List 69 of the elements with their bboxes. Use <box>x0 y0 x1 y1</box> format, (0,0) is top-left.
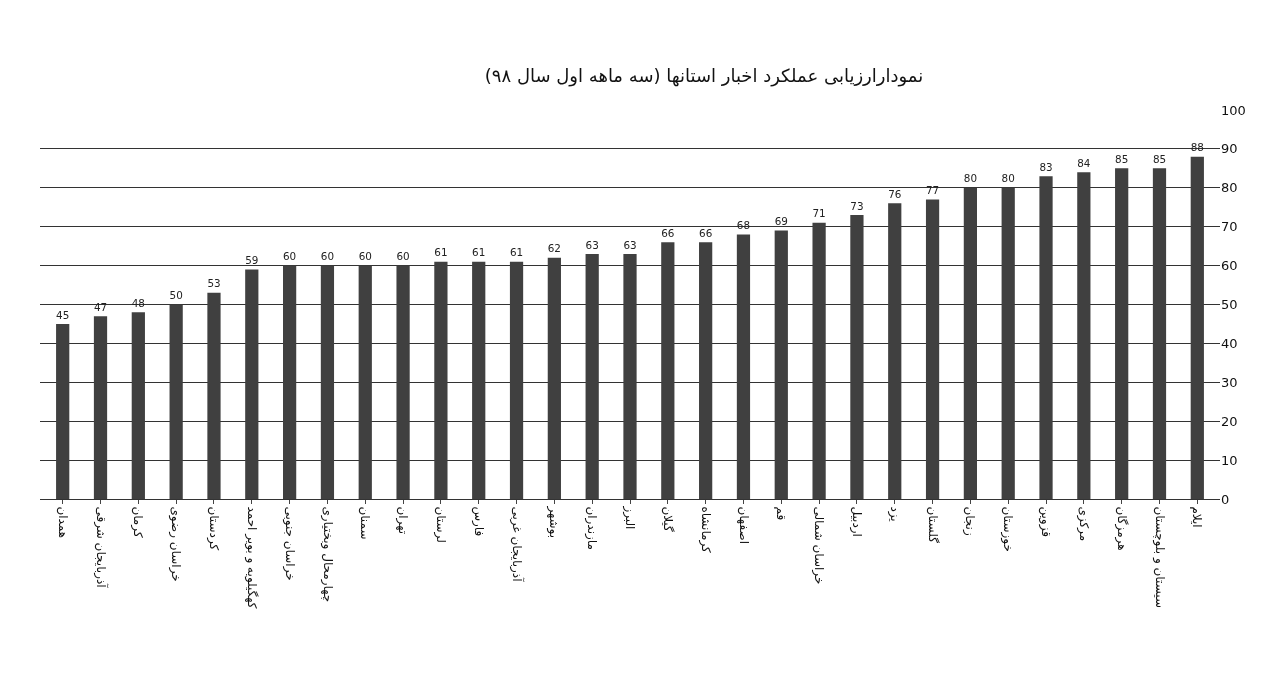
x-tick-label: زنجان <box>962 506 978 536</box>
x-tick-label: سیستان و بلوچستان <box>1151 506 1167 609</box>
data-label: 60 <box>358 250 372 263</box>
x-tick-label: کرمان <box>130 506 146 538</box>
data-label: 71 <box>812 207 826 220</box>
x-tick-label: سمنان <box>358 506 373 540</box>
x-tick-label: اردبیل <box>849 506 865 537</box>
y-tick-label: 100 <box>1221 102 1246 118</box>
x-tick-label: مازندران <box>584 506 600 550</box>
data-label: 76 <box>888 187 902 200</box>
x-tick-label: لرستان <box>433 506 448 543</box>
data-label: 60 <box>283 250 297 263</box>
data-label: 69 <box>774 215 788 228</box>
x-tick-label: کردستان <box>206 506 222 551</box>
data-label: 63 <box>585 238 599 251</box>
x-tick-label: البرز <box>622 505 638 530</box>
data-label: 62 <box>547 242 561 255</box>
y-tick-label: 40 <box>1221 335 1238 351</box>
x-tick-label: تهران <box>395 506 411 535</box>
data-label: 83 <box>1039 160 1053 173</box>
x-tick-label: قزوین <box>1038 506 1054 538</box>
y-tick-label: 10 <box>1221 452 1238 468</box>
y-tick-label: 90 <box>1221 141 1238 157</box>
y-tick-label: 0 <box>1221 491 1230 507</box>
y-tick-label: 70 <box>1221 219 1238 235</box>
x-tick-label: آذربایجان شرقی <box>92 506 109 589</box>
x-tick-label: اصفهان <box>736 506 751 544</box>
data-label: 59 <box>245 254 259 267</box>
y-tick-label: 50 <box>1221 297 1238 313</box>
data-label: 45 <box>56 308 70 321</box>
chart-title: نمودارارزیابی عملکرد اخبار استانها (سه ماهه اول سال ۹۸) <box>484 64 924 87</box>
data-label: 53 <box>207 277 221 290</box>
x-tick-label: خراسان شمالی <box>811 506 827 585</box>
y-tick-label: 20 <box>1221 413 1238 429</box>
data-label: 66 <box>699 226 713 239</box>
data-label: 73 <box>850 199 864 212</box>
x-tick-label: مرکزی <box>1075 506 1091 542</box>
x-tick-label: کهگیلویه و بویر احمد <box>243 506 259 609</box>
x-tick-label: هرمزگان <box>1113 506 1129 551</box>
data-label: 85 <box>1152 152 1167 165</box>
data-label: 80 <box>963 172 977 185</box>
x-tick-label: آذربایجان غربی <box>508 506 525 583</box>
x-tick-label: گلستان <box>925 506 940 544</box>
x-tick-label: همدان <box>55 506 70 539</box>
data-label: 66 <box>661 226 675 239</box>
x-tick-label: قم <box>774 506 789 521</box>
data-label: 60 <box>320 250 335 263</box>
data-label: 63 <box>623 238 637 251</box>
y-tick-label: 30 <box>1221 374 1238 390</box>
x-tick-label: گیلان <box>660 506 675 532</box>
x-tick-label: خراسان جنوبی <box>281 506 297 581</box>
x-tick-label: فارس <box>470 506 486 537</box>
y-tick-label: 80 <box>1221 180 1238 196</box>
x-tick-label: کرمانشاه <box>697 506 713 554</box>
x-tick-label: بوشهر <box>546 505 562 539</box>
data-label: 60 <box>396 250 410 263</box>
data-label: 85 <box>1115 152 1129 165</box>
x-tick-label: چهارمحال وبختیاری <box>319 506 335 603</box>
data-label: 80 <box>1001 172 1015 185</box>
y-tick-label: 60 <box>1221 258 1238 274</box>
x-tick-label: یزد <box>886 506 902 522</box>
x-tick-label: خراسان رضوی <box>168 506 184 582</box>
data-label: 84 <box>1077 156 1091 169</box>
data-label: 61 <box>509 246 524 259</box>
x-tick-label: ایلام <box>1190 506 1205 528</box>
data-label: 61 <box>472 246 486 259</box>
data-label: 61 <box>434 246 448 259</box>
x-tick-label: خوزستان <box>1000 506 1016 552</box>
data-label: 50 <box>169 289 183 302</box>
